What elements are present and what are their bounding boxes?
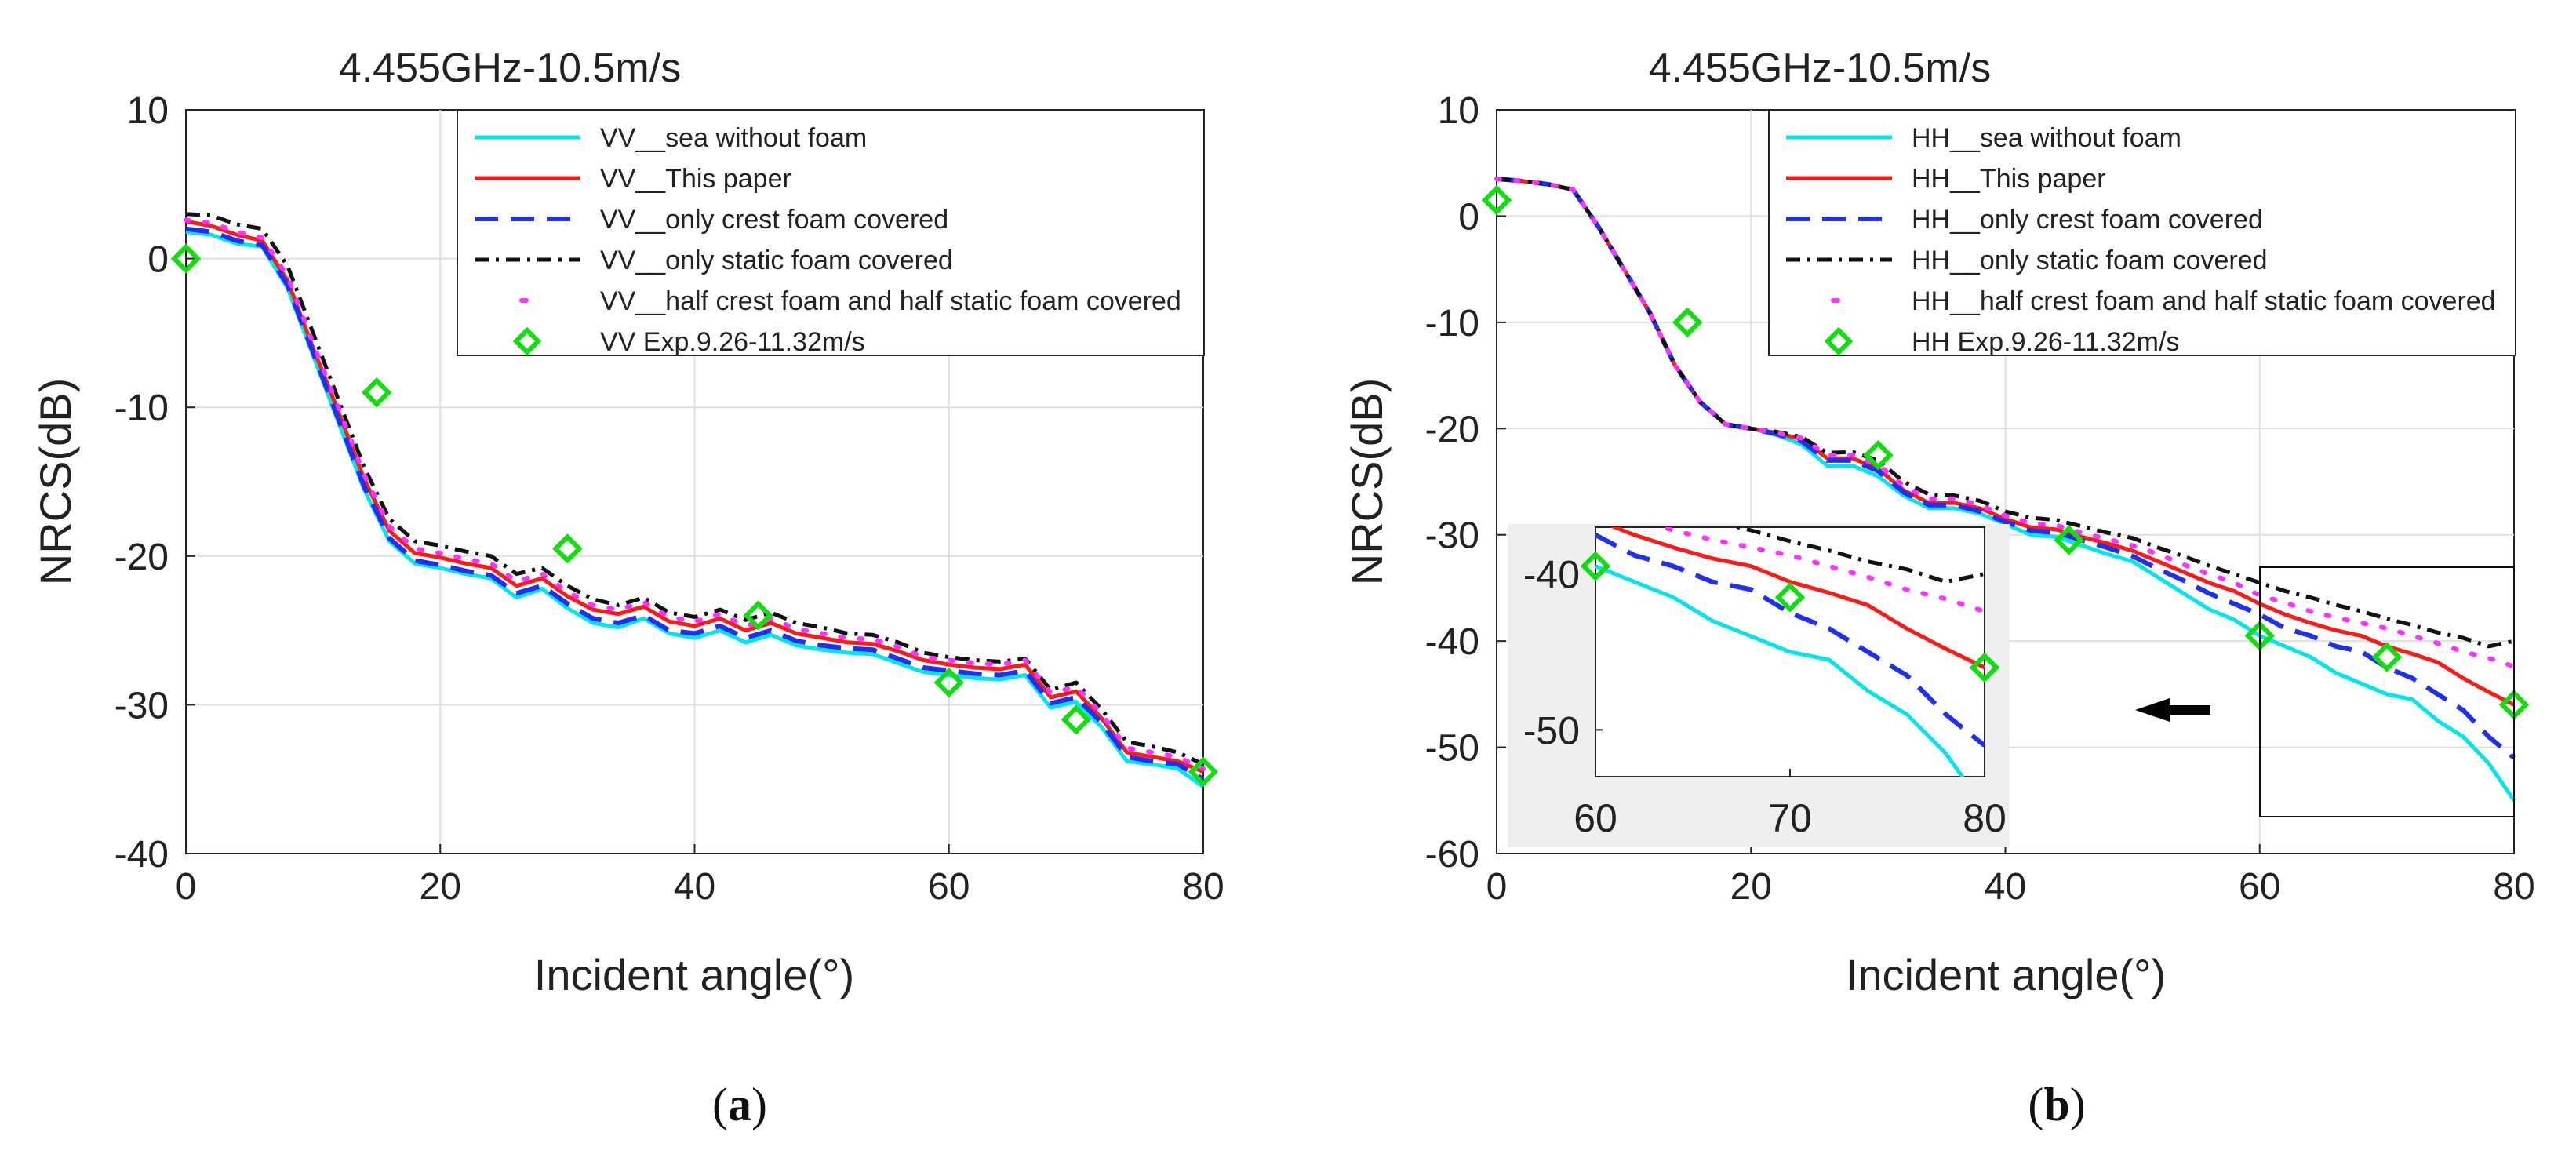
legend: VV__sea without foam VV__This paper VV__on… [457,109,1205,357]
inset-axis-ticks: 60 70 80 -50 -40 [1523,553,2007,840]
legend-label: VV__half crest foam and half static foam… [600,286,1181,316]
panel-letter: a [728,1079,751,1130]
inset-x-tick-label: 80 [1963,796,2007,840]
inset-experiment-point [1969,652,2000,683]
zoom-region-box [2259,566,2515,817]
experiment-point [552,533,583,564]
legend-label: HH__half crest foam and half static foam… [1912,286,2496,316]
legend-label: HH Exp.9.26-11.32m/s [1912,327,2179,357]
inset-series-line [1595,533,1985,748]
legend-swatch [1824,326,1854,356]
chart-panel-b: 4.455GHz-10.5m/s 0 20 40 60 80 -60 -50 -40 -30 -2… [1342,46,2535,1130]
legend-label: HH__only crest foam covered [1912,205,2263,235]
inset-experiment-markers [1580,551,2000,683]
experiment-point [1481,184,1512,216]
axis-ticks: 0 20 40 60 80 -40 -30 -20 -10 0 10 [115,90,1224,908]
x-tick-label: 20 [1730,866,1772,908]
experiment-point [1672,307,1703,338]
arrow-left-icon [2135,698,2210,722]
y-tick-label: -10 [115,388,169,429]
y-tick-label: -30 [115,685,169,726]
series-line [185,230,1205,788]
series-line [1496,177,2515,649]
x-tick-label: 0 [1486,866,1508,908]
axis-ticks: 0 20 40 60 80 -60 -50 -40 -30 -20 -10 0 10 [1425,90,2535,908]
y-tick-label: 0 [1458,196,1479,238]
x-tick-label: 40 [674,866,715,908]
inset-y-tick-label: -50 [1523,708,1580,752]
experiment-point [170,243,202,274]
y-tick-label: -20 [1425,409,1479,450]
series-line [1494,177,2516,669]
y-axis-label: NRCS(dB) [31,378,80,585]
inset-experiment-point [1774,582,1806,613]
y-axis-label: NRCS(dB) [1342,378,1392,585]
experiment-point [1188,756,1219,787]
x-tick-label: 60 [2239,866,2280,908]
inset-series-line [1610,527,1985,670]
experiment-point [2371,642,2403,672]
y-tick-label: -60 [1425,834,1479,876]
inset-series-lines [1595,527,1985,777]
panel-label-b: (b) [2028,1079,2085,1130]
experiment-point [361,377,392,408]
y-tick-label: 10 [127,90,169,132]
experiment-point [743,600,773,631]
x-tick-label: 80 [1182,866,1224,908]
x-tick-label: 20 [420,866,461,908]
legend-label: VV__sea without foam [600,123,867,153]
x-tick-label: 0 [176,866,197,908]
legend-label: HH__This paper [1912,164,2106,194]
y-tick-label: 10 [1438,90,1479,132]
inset-series-line [1730,527,1985,584]
legend-label: VV__only crest foam covered [600,205,948,235]
y-tick-label: -20 [115,537,169,578]
legend-label: VV__only static foam covered [600,246,953,275]
experiment-point [933,667,964,698]
experiment-markers [170,243,1219,787]
legend-box [457,109,1205,356]
panel-label-a: (a) [712,1079,767,1130]
inset-experiment-point [1580,551,1611,581]
series-line [185,212,1205,766]
chart-panel-a: 4.455GHz-10.5m/s 0 20 40 60 80 -40 -30 -20 -10 0 1… [31,46,1224,1130]
y-tick-label: -30 [1425,515,1479,557]
experiment-point [1863,439,1894,471]
series-line [185,219,1204,774]
series-lines [184,212,1206,788]
legend-label: VV Exp.9.26-11.32m/s [600,327,865,357]
x-tick-label: 40 [1985,866,2026,908]
y-tick-label: -40 [1425,621,1479,663]
x-axis-label: Incident angle(°) [534,950,854,999]
legend-label: VV__This paper [600,164,791,194]
x-axis-label: Incident angle(°) [1846,950,2166,999]
y-tick-label: -50 [1425,728,1479,770]
zoom-inset: 60 70 80 -50 -40 [1508,524,2010,847]
inset-series-line [1595,564,1965,777]
y-tick-label: -10 [1425,303,1479,344]
legend-label: HH__only static foam covered [1912,246,2268,275]
experiment-point [1061,704,1092,735]
y-tick-label: 0 [147,239,169,281]
chart-title: 4.455GHz-10.5m/s [339,46,681,91]
experiment-point [2054,525,2084,555]
y-tick-label: -40 [115,834,169,876]
legend-swatch [512,326,542,356]
legend-box [1768,109,2516,356]
inset-x-tick-label: 60 [1574,796,1617,840]
series-line [185,226,1205,781]
x-tick-label: 80 [2493,866,2534,908]
panel-letter: b [2043,1079,2069,1130]
legend-label: HH__sea without foam [1912,123,2181,153]
chart-title: 4.455GHz-10.5m/s [1649,46,1991,91]
legend: HH__sea without foam HH__This paper HH__on… [1768,109,2516,357]
inset-y-tick-label: -40 [1523,553,1580,597]
inset-x-tick-label: 70 [1768,796,1812,840]
x-tick-label: 60 [928,866,970,908]
